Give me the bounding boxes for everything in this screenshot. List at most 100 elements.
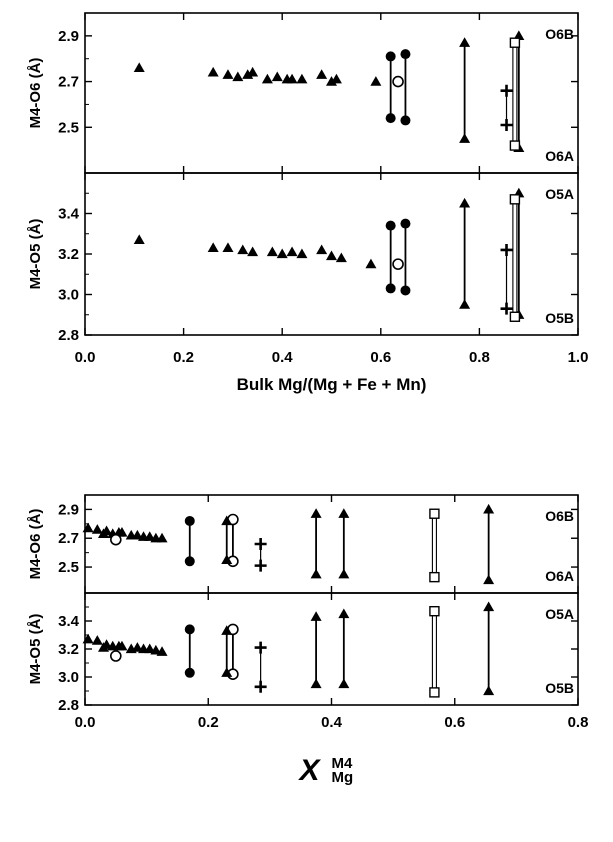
data-point-plus — [500, 119, 513, 131]
data-point-triangle — [330, 73, 342, 84]
y-axis-label: M4-O6 (Å) — [27, 509, 44, 580]
data-point-plus — [254, 641, 267, 654]
chart-1: 2.5 2.7 2.9 M4-O6 (Å) O6B O6A 2.8 3.0 3.2 3.4 M4-O… — [27, 12, 589, 394]
x-tick-label: 0.2 — [198, 714, 219, 731]
y-tick-label: 2.8 — [58, 697, 79, 714]
y-tick-label: 2.5 — [58, 119, 79, 136]
x-tick-label: 0.8 — [568, 714, 589, 731]
data-point-open-square — [429, 571, 440, 583]
x-axis-label: Bulk Mg/(Mg + Fe + Mn) — [237, 375, 427, 394]
data-point-plus — [500, 84, 513, 97]
data-point-filled-circle — [184, 667, 195, 678]
data-point-triangle — [310, 611, 322, 621]
data-point-triangle — [310, 568, 322, 579]
site-label: O5A — [545, 186, 574, 202]
data-point-triangle — [370, 76, 382, 86]
x-tick-label: 1.0 — [568, 349, 589, 366]
data-point-triangle — [101, 525, 113, 536]
data-point-open-square — [509, 194, 521, 205]
x-axis-label-subscript: Mg — [332, 769, 354, 786]
y-tick-label: 2.9 — [58, 28, 79, 45]
panel-1-1: 2.5 2.7 2.9 M4-O6 (Å) O6B O6A — [27, 12, 579, 174]
data-point-open-square — [429, 606, 440, 617]
data-point-triangle — [82, 522, 94, 533]
data-point-open-square — [429, 687, 440, 698]
data-point-triangle — [91, 635, 103, 645]
y-tick-label: 2.7 — [58, 530, 79, 547]
data-point-triangle — [459, 37, 471, 47]
site-label: O5B — [545, 310, 574, 326]
data-point-filled-circle — [400, 115, 411, 126]
data-point-open-circle — [392, 258, 404, 270]
y-axis-label: M4-O6 (Å) — [27, 58, 44, 129]
data-point-triangle — [116, 640, 128, 651]
data-point-triangle — [483, 503, 495, 514]
data-point-filled-circle — [184, 515, 195, 526]
plot-frame — [84, 494, 579, 594]
data-point-plus — [500, 243, 513, 256]
data-point-open-circle — [392, 75, 404, 88]
data-point-triangle — [483, 685, 495, 696]
data-point-triangle — [133, 234, 145, 244]
data-point-triangle — [459, 299, 471, 309]
data-point-open-square — [509, 37, 521, 48]
data-point-open-circle — [110, 650, 122, 662]
y-tick-label: 2.5 — [58, 559, 79, 576]
x-tick-label: 0.2 — [173, 349, 194, 366]
data-point-triangle — [247, 246, 259, 257]
data-point-triangle — [150, 644, 162, 655]
data-point-filled-circle — [385, 220, 396, 231]
data-point-filled-circle — [385, 113, 396, 124]
x-tick-label: 0.4 — [272, 349, 294, 366]
panel-1-2: 2.8 3.0 3.2 3.4 M4-O5 (Å) O5A O5B — [27, 172, 579, 344]
data-point-triangle — [483, 601, 495, 612]
data-point-triangle — [338, 568, 350, 579]
x-tick-label: 0.6 — [370, 349, 391, 366]
y-tick-label: 3.0 — [58, 287, 79, 304]
data-point-filled-circle — [400, 218, 411, 229]
data-point-triangle — [247, 66, 259, 77]
data-point-triangle — [271, 71, 283, 82]
x-axis-label: X — [297, 754, 321, 787]
data-point-triangle — [207, 66, 219, 77]
y-tick-label: 3.4 — [58, 613, 80, 630]
data-point-filled-circle — [400, 285, 411, 296]
data-point-triangle — [156, 532, 168, 543]
data-point-filled-circle — [184, 624, 195, 635]
data-point-triangle — [82, 633, 94, 644]
data-point-plus — [254, 559, 267, 572]
data-point-triangle — [221, 515, 233, 526]
data-point-plus — [254, 538, 267, 550]
data-point-triangle — [131, 529, 143, 540]
plot-frame — [84, 592, 579, 706]
x-tick-label: 0.8 — [469, 349, 490, 366]
data-point-plus — [500, 302, 513, 315]
data-point-plus — [254, 680, 267, 693]
panel-2-2: 2.8 3.0 3.2 3.4 M4-O5 (Å) O5A O5B — [27, 592, 579, 714]
data-point-triangle — [131, 642, 143, 652]
y-tick-label: 2.8 — [58, 327, 79, 344]
data-point-open-square — [429, 508, 440, 519]
data-point-triangle — [222, 69, 234, 79]
data-point-open-square — [509, 311, 521, 322]
data-point-triangle — [459, 197, 471, 208]
y-axis-label: M4-O5 (Å) — [27, 219, 44, 290]
data-point-triangle — [316, 244, 328, 255]
data-point-triangle — [276, 248, 288, 259]
data-point-triangle — [316, 69, 328, 79]
data-point-triangle — [232, 71, 244, 82]
x-tick-label: 0.6 — [444, 714, 465, 731]
data-point-triangle — [266, 246, 278, 257]
data-point-triangle — [338, 608, 350, 619]
data-point-triangle — [222, 242, 234, 253]
y-tick-label: 3.0 — [58, 669, 79, 686]
data-point-triangle — [133, 62, 145, 72]
x-tick-label: 0.4 — [321, 714, 343, 731]
data-point-triangle — [237, 244, 249, 255]
site-label: O5A — [545, 606, 574, 622]
data-point-triangle — [310, 678, 322, 689]
data-point-triangle — [144, 643, 156, 654]
data-point-filled-circle — [385, 51, 396, 62]
data-point-triangle — [116, 526, 128, 537]
data-point-open-square — [509, 140, 521, 151]
